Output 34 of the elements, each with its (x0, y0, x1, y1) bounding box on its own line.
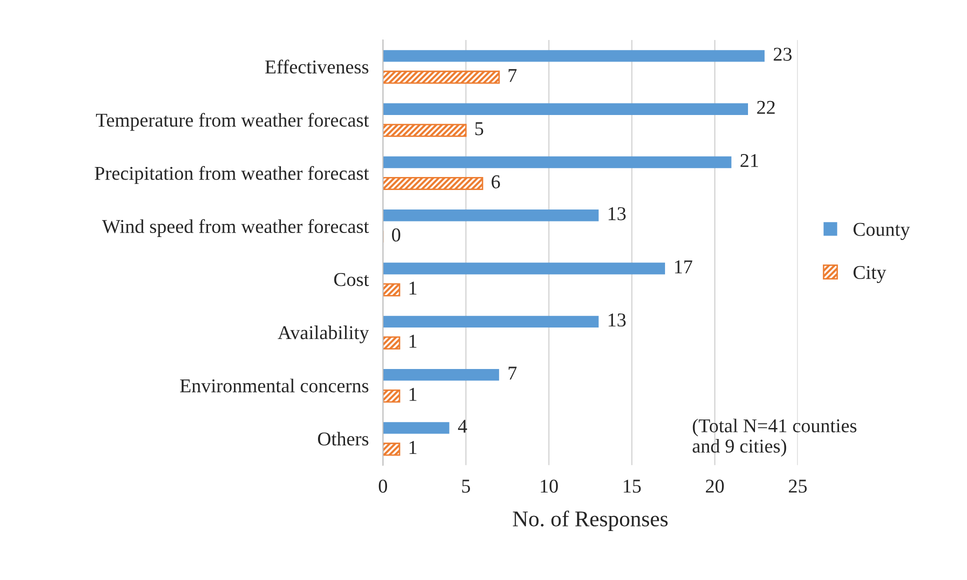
y-tick-label: Cost (334, 273, 369, 286)
y-tick-label: Availability (278, 326, 369, 344)
data-label: 13 (608, 207, 626, 220)
data-label: 21 (740, 154, 758, 167)
data-label: 1 (410, 334, 416, 348)
data-label: 1 (410, 441, 416, 454)
x-tick-label: 0 (378, 480, 388, 493)
y-tick-label: Wind speed from weather forecast (102, 219, 369, 238)
y-tick-label: Others (318, 432, 368, 446)
y-tick-label: Environmental concerns (180, 378, 368, 392)
data-label: 7 (508, 69, 517, 82)
legend-label: County (854, 222, 910, 240)
data-label: 23 (774, 48, 792, 61)
y-tick-label: Effectiveness (265, 60, 368, 74)
y-tick-label: Temperature from weather forecast (96, 112, 369, 131)
data-label: 1 (410, 388, 416, 401)
data-label: 4 (458, 420, 468, 433)
x-axis-title: No. of Responses (512, 510, 668, 531)
x-tick-label: 5 (462, 480, 470, 493)
x-tick-label: 15 (624, 480, 641, 493)
x-tick-label: 25 (788, 480, 807, 493)
data-label: 7 (508, 366, 517, 380)
data-label: 13 (608, 313, 626, 327)
data-label: 17 (675, 260, 692, 274)
data-label: 1 (410, 282, 416, 294)
x-tick-label: 10 (540, 480, 558, 493)
annotation: (Total N=41 counties and 9 cities) (692, 418, 856, 457)
x-tick-label: 20 (706, 480, 724, 493)
data-label: 5 (475, 122, 484, 136)
data-label: 22 (757, 100, 775, 114)
legend-label: City (854, 266, 886, 284)
data-label: 6 (492, 175, 500, 188)
y-tick-label: Precipitation from weather forecast (94, 166, 369, 184)
data-label: 0 (392, 228, 400, 242)
